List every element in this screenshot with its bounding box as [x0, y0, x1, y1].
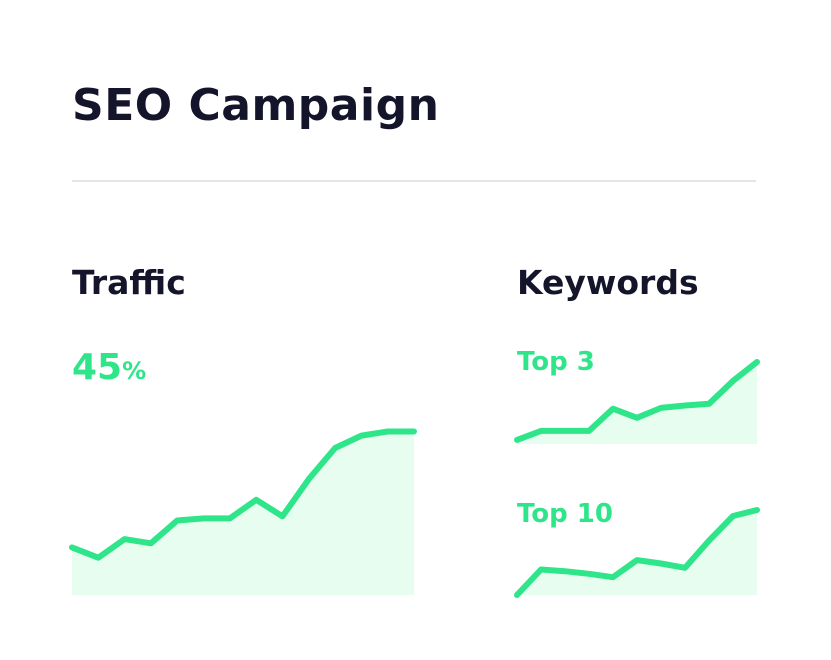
title-divider	[72, 180, 756, 182]
traffic-line	[69, 428, 417, 561]
traffic-percentage-value: 45	[72, 347, 123, 388]
top3-chart	[514, 359, 760, 444]
traffic-title: Traffic	[72, 263, 186, 302]
top10-label: Top 10	[517, 499, 613, 529]
top3-area	[517, 362, 757, 444]
traffic-percentage-unit: %	[122, 357, 147, 385]
traffic-percentage: 45%	[72, 346, 146, 393]
top10-chart	[514, 507, 760, 598]
keywords-title: Keywords	[517, 263, 699, 302]
traffic-area	[72, 431, 414, 595]
top3-line	[514, 359, 760, 443]
page-title: SEO Campaign	[72, 80, 440, 131]
top10-area	[517, 510, 757, 595]
top3-label: Top 3	[517, 347, 595, 377]
traffic-chart	[69, 428, 417, 595]
top10-line	[514, 507, 760, 598]
